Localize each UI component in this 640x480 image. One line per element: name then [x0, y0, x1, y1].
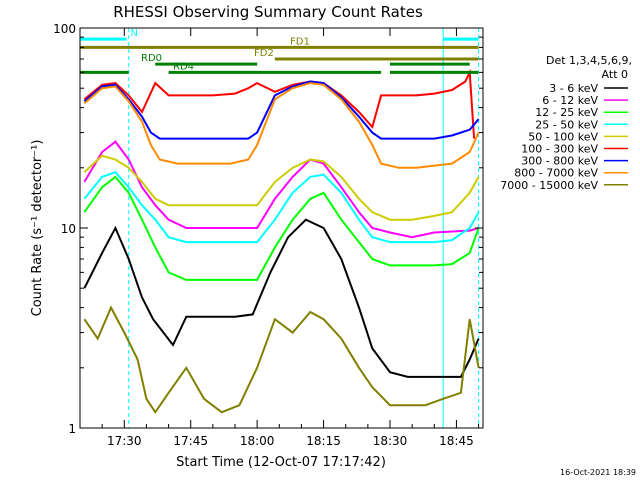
- series-line-3: [83, 171, 480, 244]
- chart-title: RHESSI Observing Summary Count Rates: [113, 3, 423, 21]
- legend-label-7: 800 - 7000 keV: [514, 167, 598, 180]
- legend-label-0: 3 - 6 keV: [549, 82, 598, 95]
- legend-label-2: 12 - 25 keV: [535, 106, 598, 119]
- x-tick-label-0: 17:30: [107, 434, 142, 448]
- status-bar-label-rd0: RD0: [141, 53, 162, 64]
- status-bar-label-rd4: RD4: [173, 61, 194, 72]
- series-line-8: [83, 305, 480, 414]
- status-bar-label-n: N: [131, 28, 138, 39]
- x-tick-label-1: 17:45: [173, 434, 208, 448]
- legend-label-8: 7000 - 15000 keV: [500, 179, 598, 192]
- y-tick-label-2: 100: [53, 22, 76, 36]
- x-tick-label-4: 18:30: [373, 434, 408, 448]
- y-axis-label: Count Rate (s⁻¹ detector⁻¹): [30, 140, 45, 317]
- series-line-2: [83, 175, 480, 281]
- series-line-4: [83, 154, 480, 221]
- series-line-1: [83, 140, 479, 239]
- y-tick-label-1: 10: [61, 222, 76, 236]
- series-line-6: [83, 80, 480, 140]
- x-tick-label-3: 18:15: [306, 434, 341, 448]
- status-bar-label-fd1: FD1: [290, 36, 310, 47]
- legend-header-line-1: Det 1,3,4,5,6,9,: [546, 54, 632, 67]
- y-tick-label-0: 1: [68, 422, 76, 436]
- x-axis-label: Start Time (12-Oct-07 17:17:42): [176, 455, 386, 470]
- legend-label-5: 100 - 300 keV: [521, 143, 598, 156]
- plot-area: N FD1 FD2 RD0 RD4: [80, 28, 480, 428]
- legend-label-1: 6 - 12 keV: [542, 94, 598, 107]
- status-bar-label-fd2: FD2: [254, 48, 274, 59]
- legend-label-3: 25 - 50 keV: [535, 118, 598, 131]
- series-line-0: [83, 218, 480, 378]
- series-line-7: [83, 82, 480, 169]
- x-tick-label-5: 18:45: [439, 434, 474, 448]
- legend-label-6: 300 - 800 keV: [521, 155, 598, 168]
- x-tick-label-2: 18:00: [240, 434, 275, 448]
- legend-label-4: 50 - 100 keV: [528, 130, 598, 143]
- footer-timestamp: 16-Oct-2021 18:39: [560, 468, 636, 477]
- axis-ticks: 17:30 17:45 18:00 18:15 18:30 18:45 1 10 100: [53, 22, 483, 448]
- legend-header-line-2: Att 0: [602, 68, 628, 81]
- series-line-5: [83, 68, 476, 139]
